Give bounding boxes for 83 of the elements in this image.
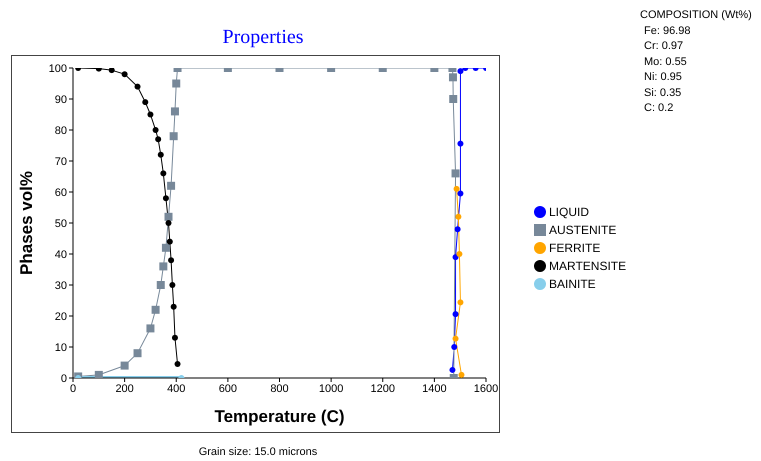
point — [457, 140, 464, 147]
legend-label: AUSTENITE — [549, 223, 616, 237]
x-tick-label: 1000 — [318, 382, 344, 395]
x-tick-label: 400 — [167, 382, 186, 395]
point — [164, 212, 173, 221]
text: Fe: 96.98 — [643, 24, 692, 38]
y-tick-label: 30 — [54, 280, 67, 292]
point — [155, 136, 162, 142]
point — [172, 334, 178, 341]
point — [457, 190, 464, 197]
y-tick-label: 90 — [54, 94, 67, 106]
point — [134, 349, 142, 358]
x-tick-label: 600 — [218, 382, 238, 395]
x-tick-label: 800 — [270, 382, 289, 395]
text: Ni: 0.95 — [643, 70, 683, 85]
y-tick-label: 10 — [54, 342, 67, 354]
point — [452, 169, 460, 178]
point — [172, 80, 180, 88]
y-tick-label: 100 — [48, 62, 67, 75]
y-tick-label: 0 — [60, 372, 67, 385]
text: C: 0.2 — [643, 101, 674, 116]
x-tick-label: 200 — [115, 382, 134, 395]
y-tick-label: 20 — [54, 310, 67, 323]
point — [166, 238, 173, 245]
point — [452, 311, 459, 318]
text: Cr: 0.97 — [643, 39, 684, 54]
legend-label: LIQUID — [549, 205, 590, 219]
point — [147, 112, 154, 118]
point — [456, 251, 462, 257]
point — [156, 281, 165, 289]
x-tick-label: 1200 — [370, 382, 395, 395]
point — [166, 220, 172, 226]
y-axis-title: Phases vol% — [17, 171, 36, 275]
y-tick-label: 40 — [54, 248, 67, 261]
point — [134, 84, 141, 90]
point — [152, 127, 159, 133]
point — [120, 362, 129, 370]
point — [448, 73, 457, 82]
text: Grain size: 15.0 microns — [198, 446, 318, 458]
point — [162, 195, 169, 202]
point — [170, 132, 178, 140]
point — [167, 182, 176, 190]
y-tick-label: 70 — [54, 156, 67, 168]
chart-title: Properties — [221, 26, 305, 49]
point — [449, 366, 456, 373]
point — [94, 370, 103, 378]
point — [457, 68, 464, 74]
y-tick-label: 50 — [54, 218, 67, 230]
x-tick-label: 1600 — [474, 382, 498, 395]
point — [169, 282, 176, 288]
point — [452, 254, 459, 260]
point — [449, 95, 458, 103]
legend-label: BAINITE — [549, 277, 596, 291]
point — [451, 344, 458, 350]
y-tick-label: 80 — [54, 124, 67, 137]
point — [454, 186, 460, 192]
text: Mo: 0.55 — [643, 54, 688, 70]
y-tick-label: 60 — [54, 186, 67, 199]
point — [160, 170, 166, 176]
text: COMPOSITION (Wt%) — [640, 8, 752, 23]
point — [457, 299, 464, 306]
x-tick-label: 0 — [70, 382, 76, 395]
point — [122, 71, 128, 78]
point — [458, 372, 464, 378]
point — [455, 214, 462, 220]
point — [168, 257, 174, 264]
point — [454, 226, 461, 232]
x-tick-label: 1400 — [422, 382, 447, 395]
point — [452, 336, 459, 342]
point — [142, 99, 148, 106]
point — [159, 262, 168, 270]
legend-label: MARTENSITE — [549, 259, 626, 273]
point — [146, 324, 154, 332]
text: Si: 0.35 — [643, 86, 682, 100]
point — [158, 152, 164, 158]
point — [162, 244, 170, 252]
point — [170, 304, 177, 310]
point — [170, 107, 179, 116]
point — [108, 68, 115, 74]
point — [174, 361, 181, 368]
point — [152, 306, 160, 314]
x-axis-title: Temperature (C) — [214, 407, 345, 426]
legend-label: FERRITE — [549, 241, 600, 255]
